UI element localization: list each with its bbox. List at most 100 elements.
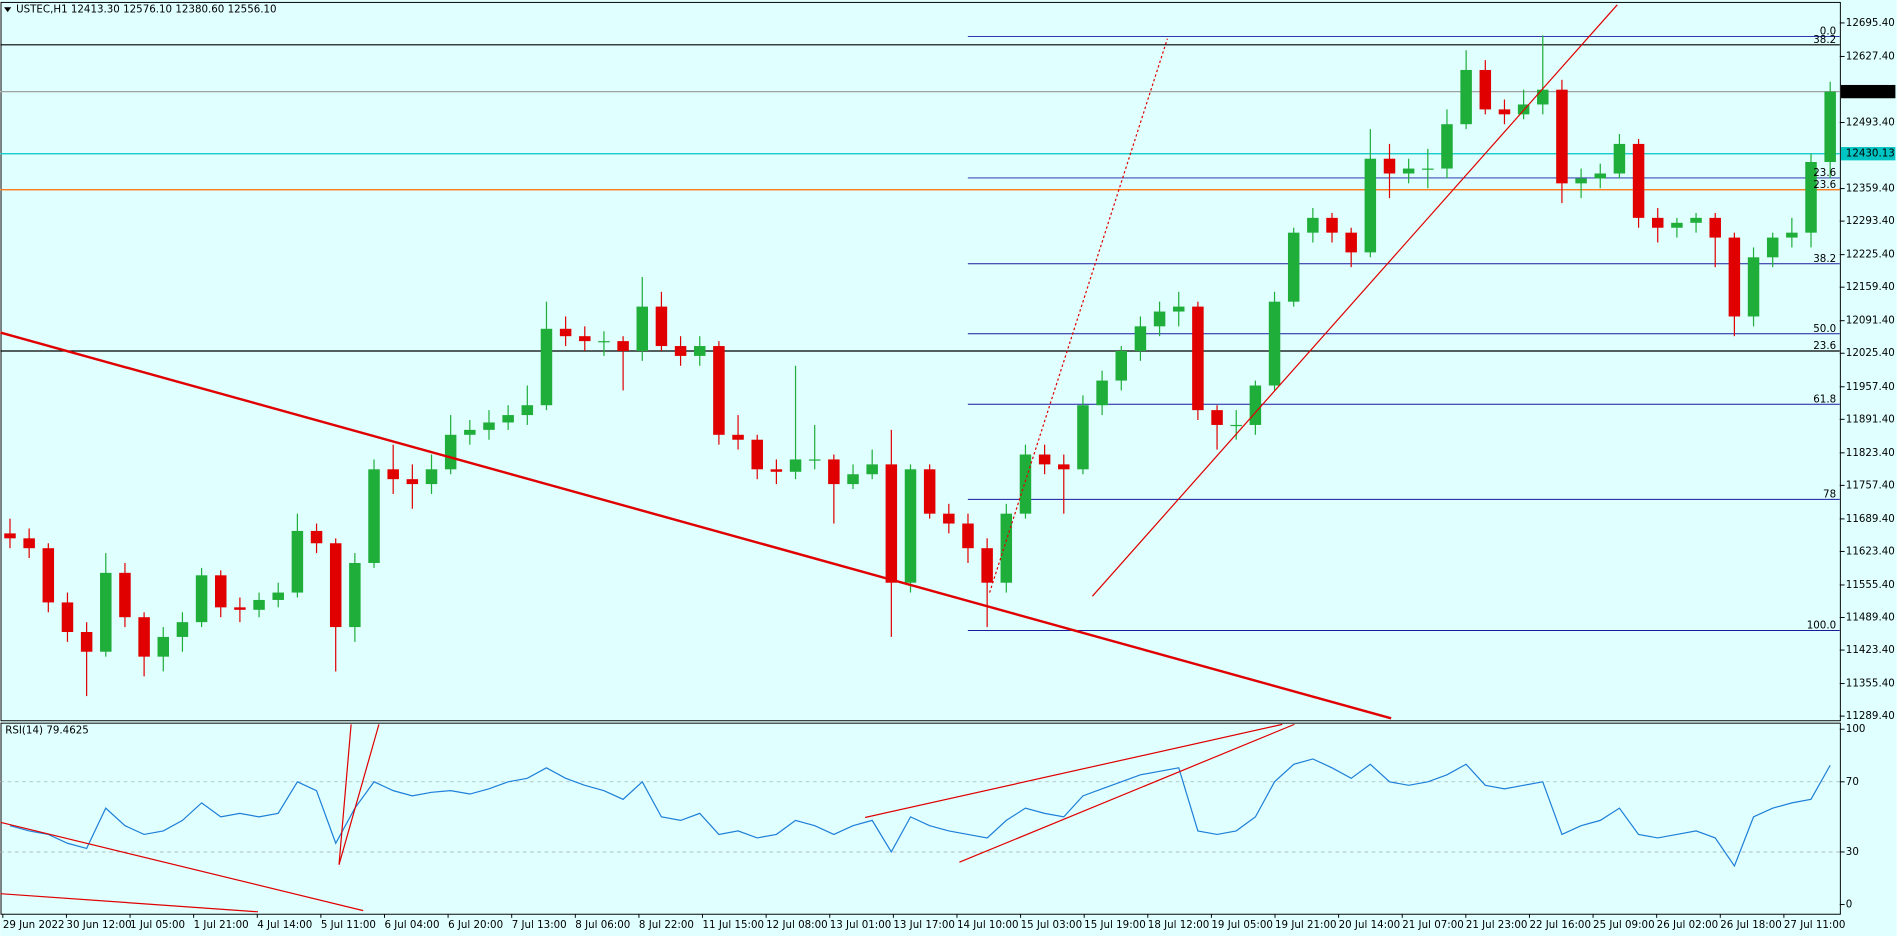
candle-body [693, 346, 706, 356]
candle-body [138, 617, 150, 657]
candle-body [1594, 173, 1607, 179]
candle-body [674, 346, 687, 356]
candle-body [1651, 217, 1664, 228]
price-tag-label: 12556.10 [1846, 86, 1895, 98]
candle-body [80, 632, 93, 652]
y-tick-label: 11289.40 [1846, 710, 1895, 722]
rsi-line [9, 758, 1831, 868]
candle-body [176, 622, 189, 637]
candle-body [1402, 168, 1415, 174]
candle-body [923, 469, 936, 514]
trend-lines [0, 4, 1618, 913]
candle-body [387, 469, 399, 480]
candle-body [1134, 326, 1147, 351]
candle-body [1058, 464, 1070, 470]
x-tick-label: 26 Jul 18:00 [1720, 919, 1782, 931]
candle-body [1747, 257, 1760, 317]
candle-body [598, 341, 610, 343]
candle-body [464, 429, 476, 435]
candle-body [770, 469, 783, 472]
candle-body [1441, 124, 1453, 169]
candle-body [1364, 158, 1377, 253]
rsi-tick-label: 30 [1846, 846, 1859, 858]
rsi-trend-line [864, 723, 1283, 819]
candle-body [713, 346, 725, 435]
candle-body [1517, 104, 1530, 115]
y-tick-label: 11623.40 [1846, 545, 1895, 557]
rsi-frame [0, 722, 1841, 915]
candle-body [368, 469, 380, 563]
candle-body [253, 599, 265, 610]
rsi-trend-line [338, 724, 380, 865]
symbol-legend: USTEC,H1 12413.30 12576.10 12380.60 1255… [16, 4, 276, 16]
candle-body [195, 575, 208, 623]
y-tick-label: 12695.40 [1846, 17, 1895, 29]
y-tick-label: 12293.40 [1846, 215, 1895, 227]
candle-body [349, 562, 361, 628]
fib-label: 50.0 [1813, 323, 1836, 335]
candle-body [847, 474, 859, 485]
candle-body [23, 538, 35, 549]
candle-body [100, 572, 112, 652]
candle-body [1326, 217, 1338, 233]
candle-body [119, 572, 131, 618]
x-tick-label: 19 Jul 21:00 [1275, 919, 1337, 931]
menu-arrow[interactable] [4, 7, 12, 13]
candle-body [885, 464, 898, 583]
x-tick-label: 6 Jul 04:00 [384, 919, 439, 931]
candle-body [234, 607, 246, 610]
x-tick-label: 21 Jul 07:00 [1402, 919, 1464, 931]
trend-line [989, 38, 1168, 593]
candle-body [655, 306, 668, 347]
candle-body [962, 523, 974, 549]
candle-body [1038, 454, 1051, 465]
candle-body [1422, 168, 1434, 170]
y-tick-label: 11689.40 [1846, 513, 1895, 525]
candle-body [1287, 232, 1300, 302]
x-tick-label: 22 Jul 16:00 [1529, 919, 1591, 931]
candle-body [1230, 424, 1242, 427]
rsi-tick-label: 0 [1846, 899, 1853, 911]
candle-body [1728, 237, 1741, 317]
rsi-tick-label: 70 [1846, 776, 1859, 788]
candle-body [1345, 232, 1357, 253]
y-tick-label: 12225.40 [1846, 249, 1895, 261]
candle-body [272, 592, 284, 600]
fib-label: 38.2 [1813, 253, 1836, 265]
x-tick-label: 29 Jun 2022 [3, 919, 65, 931]
candle-body [1632, 143, 1645, 218]
x-tick-label: 4 Jul 14:00 [257, 919, 312, 931]
candle-body [904, 469, 917, 583]
candle-body [425, 469, 438, 485]
price-tag [1840, 147, 1896, 161]
trend-line [1091, 4, 1618, 597]
x-tick-label: 30 Jun 12:00 [66, 919, 131, 931]
x-tick-label: 7 Jul 13:00 [512, 919, 567, 931]
candle-body [751, 439, 763, 470]
x-tick-label: 12 Jul 08:00 [766, 919, 828, 931]
x-tick-label: 27 Jul 11:00 [1784, 919, 1846, 931]
x-tick-label: 15 Jul 19:00 [1084, 919, 1146, 931]
candle-body [866, 464, 878, 475]
candle-body [483, 422, 495, 430]
candle-body [559, 328, 572, 337]
candle-body [636, 306, 649, 351]
candle-body [1153, 311, 1166, 327]
x-tick-label: 8 Jul 06:00 [575, 919, 630, 931]
fib-label: 23.6 [1813, 167, 1836, 179]
candle-body [1671, 222, 1683, 228]
x-tick-label: 6 Jul 20:00 [448, 919, 503, 931]
y-tick-label: 12493.40 [1846, 117, 1895, 129]
y-tick-label: 12627.40 [1846, 50, 1895, 62]
y-tick-label: 12091.40 [1846, 315, 1895, 327]
rsi-last-value: 79.4625 [46, 724, 88, 736]
candle-body [1192, 306, 1204, 411]
x-tick-label: 20 Jul 14:00 [1339, 919, 1401, 931]
horizontal-line-label: 23.6 [1813, 179, 1836, 191]
candle-body [1211, 410, 1223, 425]
candle-body [310, 530, 323, 544]
x-tick-label: 13 Jul 17:00 [893, 919, 955, 931]
candle-body [828, 459, 840, 485]
